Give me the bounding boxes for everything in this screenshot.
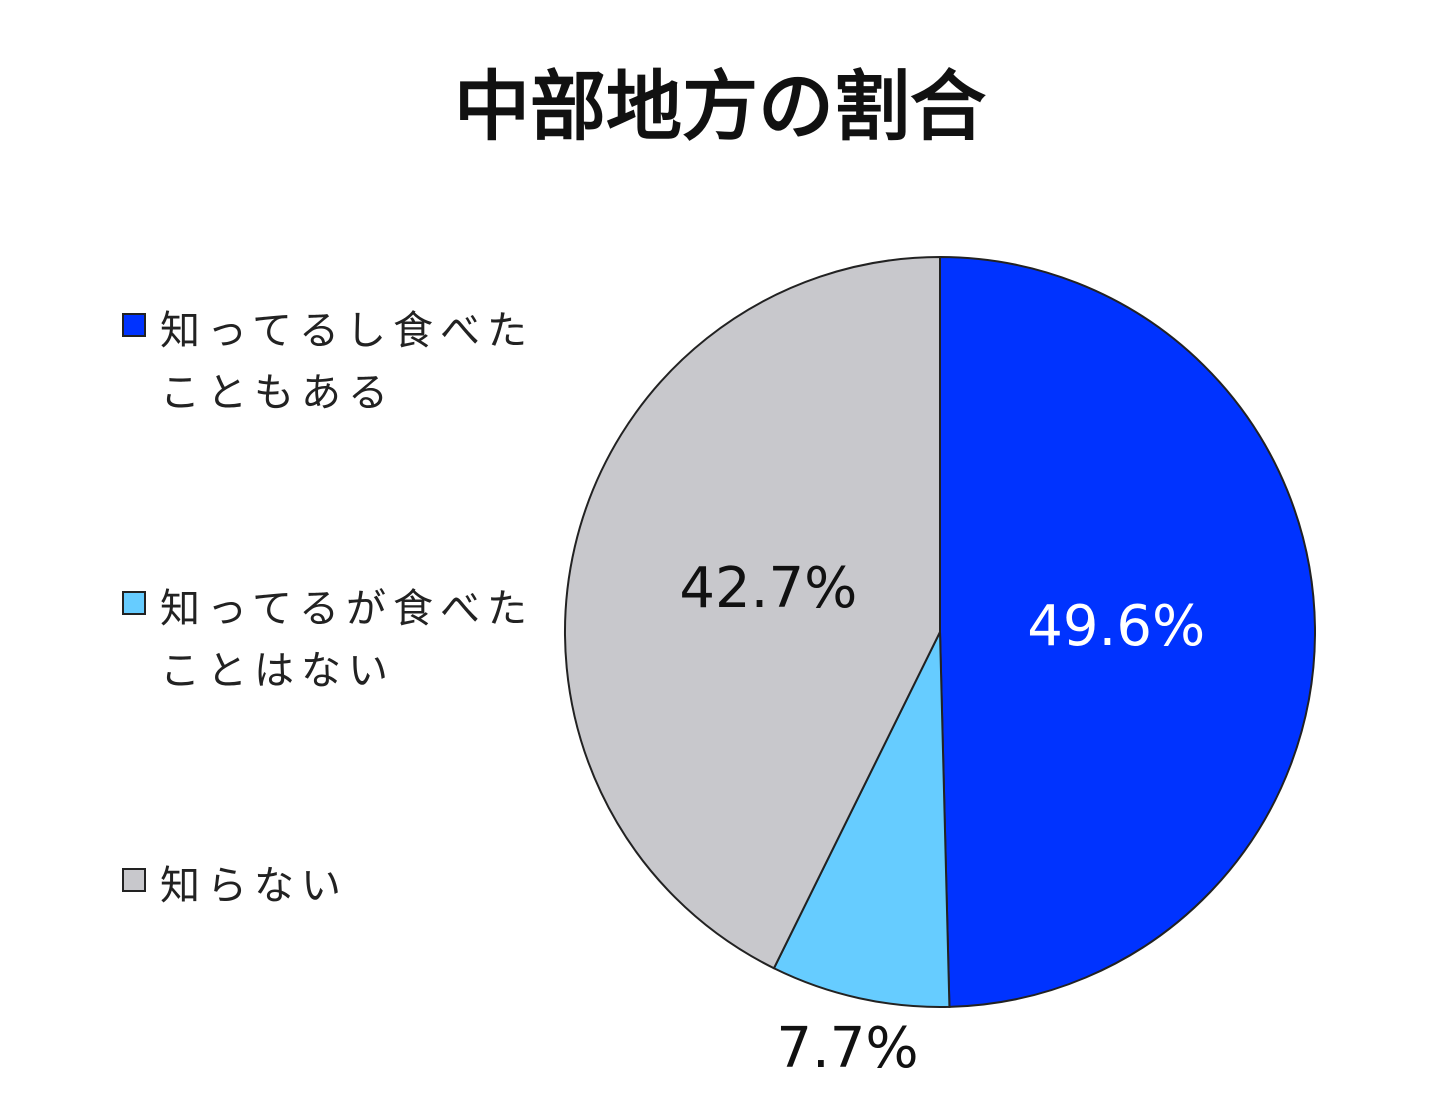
pie-slice: [564, 255, 941, 970]
legend-swatch: [122, 868, 146, 892]
legend-item: 知らない: [122, 855, 555, 917]
legend-label: 知ってるが食べたことはない: [160, 586, 534, 694]
legend-swatch: [122, 313, 146, 337]
data-label: 49.6%: [1027, 594, 1205, 659]
legend-label: 知ってるし食べたこともある: [160, 308, 534, 416]
pie-slice: [939, 255, 1316, 1008]
chart-title: 中部地方の割合: [454, 62, 986, 151]
legend-swatch: [122, 591, 146, 615]
legend-label: 知らない: [160, 863, 348, 909]
pie-slice: [772, 631, 951, 1008]
legend-item: 知ってるが食べたことはない: [122, 578, 555, 702]
data-label: 7.7%: [776, 1016, 918, 1081]
data-label: 42.7%: [679, 556, 857, 621]
legend-item: 知ってるし食べたこともある: [122, 300, 555, 424]
